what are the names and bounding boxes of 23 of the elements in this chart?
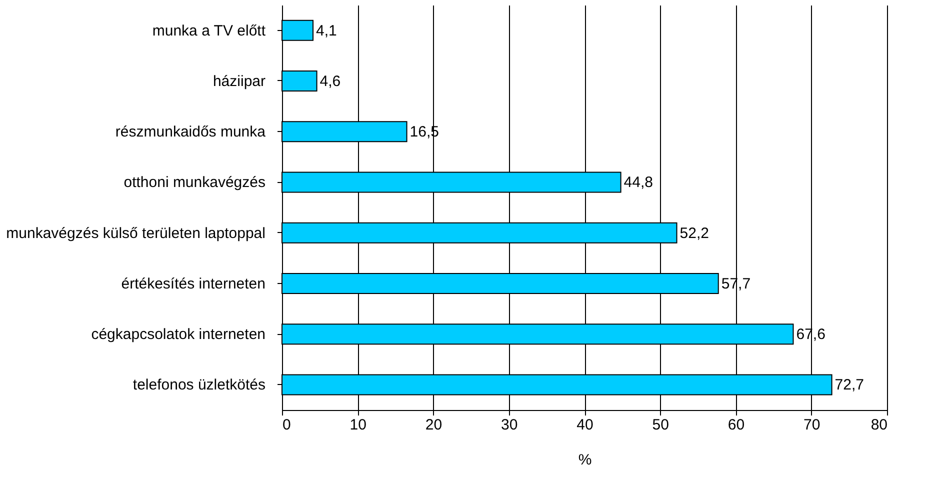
- x-axis-title: %: [578, 452, 592, 468]
- x-tick-label: 60: [728, 416, 745, 434]
- data-label: 72,7: [834, 376, 864, 394]
- data-label: 4,6: [320, 72, 341, 90]
- y-tick-label: otthoni munkavégzés: [124, 174, 266, 192]
- y-tick-label: háziipar: [212, 72, 266, 90]
- y-tick-label: részmunkaidős munka: [115, 124, 266, 141]
- y-tick-label: értékesítés interneten: [121, 275, 266, 292]
- x-tick-label: 0: [282, 416, 291, 434]
- x-tick-label: 20: [425, 416, 442, 434]
- x-tick-label: 50: [652, 416, 669, 434]
- y-tick-label: munka a TV előtt: [152, 22, 266, 40]
- x-tick-label: 30: [501, 416, 518, 434]
- x-tick-label: 40: [576, 416, 594, 434]
- x-tick-label: 70: [804, 416, 820, 434]
- data-label: 4,1: [316, 22, 337, 40]
- data-label: 52,2: [680, 224, 709, 242]
- y-tick-label: munkavégzés külső területen laptoppal: [6, 224, 266, 242]
- y-tick-label: telefonos üzletkötés: [132, 376, 266, 394]
- y-tick-label: cégkapcsolatok interneten: [91, 326, 266, 344]
- x-tick-label: 10: [350, 416, 366, 434]
- x-tick-label: 80: [870, 416, 888, 434]
- data-label: 44,8: [624, 174, 654, 192]
